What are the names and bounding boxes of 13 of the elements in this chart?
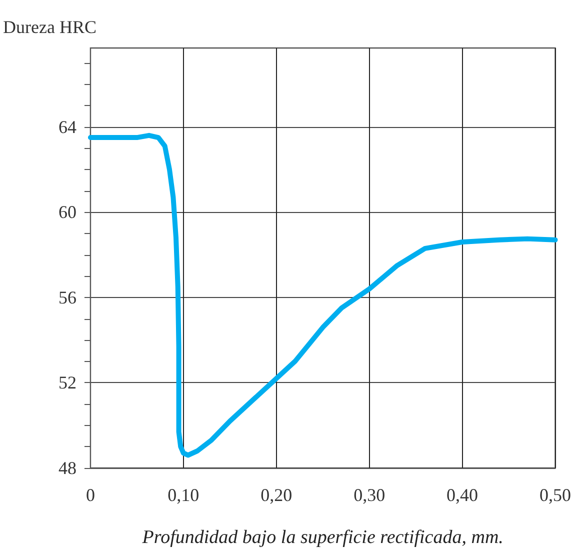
x-tick-label: 0,30 — [354, 485, 386, 505]
y-tick-label: 48 — [58, 458, 76, 478]
x-tick-label: 0,50 — [540, 485, 571, 505]
y-tick-label: 56 — [58, 287, 76, 308]
x-tick-label: 0 — [86, 485, 95, 505]
x-tick-label: 0,20 — [260, 485, 292, 505]
y-tick-label: 60 — [58, 202, 76, 222]
y-tick-label: 52 — [58, 372, 76, 393]
x-axis-title: Profundidad bajo la superficie rectificada, mm. — [141, 527, 504, 548]
x-tick-label: 0,40 — [446, 485, 478, 505]
y-axis-title: Dureza HRC — [2, 17, 96, 37]
y-tick-label: 64 — [58, 116, 76, 137]
x-tick-label: 0,10 — [168, 485, 200, 505]
